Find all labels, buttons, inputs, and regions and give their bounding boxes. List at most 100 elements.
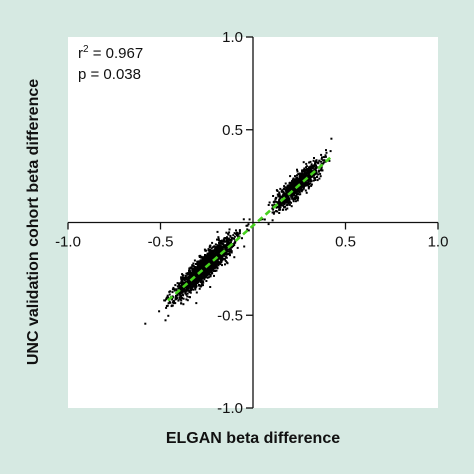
data-point bbox=[183, 279, 186, 281]
data-point bbox=[278, 195, 281, 198]
data-point bbox=[294, 185, 297, 188]
data-point bbox=[305, 173, 308, 176]
data-point bbox=[291, 197, 294, 200]
data-point bbox=[192, 279, 195, 282]
data-point bbox=[202, 284, 204, 287]
data-point bbox=[187, 285, 190, 288]
data-point bbox=[303, 171, 306, 173]
data-point bbox=[205, 280, 208, 282]
data-point bbox=[197, 260, 200, 263]
data-point bbox=[213, 264, 216, 267]
data-point bbox=[216, 244, 219, 247]
data-point bbox=[217, 257, 220, 260]
data-point bbox=[286, 207, 289, 210]
data-point bbox=[283, 206, 286, 208]
data-point bbox=[203, 267, 206, 269]
data-point bbox=[281, 189, 284, 192]
data-point bbox=[314, 161, 317, 163]
data-point bbox=[236, 246, 239, 249]
data-point bbox=[206, 252, 209, 255]
data-point bbox=[286, 185, 289, 188]
data-point bbox=[208, 266, 211, 269]
x-axis-title: ELGAN beta difference bbox=[166, 430, 340, 447]
data-point bbox=[217, 237, 220, 240]
data-point bbox=[178, 284, 181, 287]
data-point bbox=[185, 287, 188, 290]
data-point bbox=[315, 161, 318, 164]
data-point bbox=[192, 268, 195, 271]
data-point bbox=[194, 286, 197, 289]
data-point bbox=[182, 297, 185, 300]
data-point bbox=[165, 298, 168, 301]
data-point bbox=[200, 256, 203, 259]
data-point bbox=[325, 151, 328, 154]
data-point bbox=[295, 190, 298, 192]
data-point bbox=[241, 237, 243, 240]
data-point bbox=[306, 167, 309, 170]
data-point bbox=[232, 237, 235, 240]
data-point bbox=[188, 267, 191, 270]
data-point bbox=[275, 200, 278, 203]
data-point bbox=[286, 198, 289, 201]
data-point bbox=[297, 192, 299, 195]
data-point bbox=[174, 298, 177, 301]
data-point bbox=[188, 281, 191, 284]
data-point bbox=[187, 280, 190, 283]
data-point bbox=[201, 280, 203, 283]
data-point bbox=[305, 169, 308, 172]
data-point bbox=[204, 254, 206, 256]
data-point bbox=[305, 162, 308, 165]
data-point bbox=[191, 275, 194, 278]
data-point bbox=[206, 262, 209, 265]
data-point bbox=[324, 155, 327, 158]
data-point bbox=[298, 179, 301, 182]
data-point bbox=[288, 203, 291, 206]
data-point bbox=[278, 193, 281, 196]
data-point bbox=[309, 178, 312, 181]
data-point bbox=[310, 184, 313, 187]
data-point bbox=[234, 239, 237, 242]
data-point bbox=[303, 167, 306, 170]
data-point bbox=[285, 204, 288, 207]
data-point bbox=[166, 294, 169, 297]
data-point bbox=[186, 272, 189, 275]
data-point bbox=[247, 223, 250, 226]
data-point bbox=[315, 159, 318, 162]
data-point bbox=[195, 285, 198, 288]
data-point bbox=[292, 185, 295, 188]
data-point bbox=[228, 231, 231, 234]
data-point bbox=[305, 165, 308, 168]
data-point bbox=[209, 286, 212, 288]
data-point bbox=[216, 258, 219, 261]
data-point bbox=[215, 264, 218, 267]
data-point bbox=[204, 268, 207, 271]
data-point bbox=[292, 177, 295, 180]
data-point bbox=[308, 183, 310, 186]
data-point bbox=[301, 170, 304, 172]
data-point bbox=[309, 168, 312, 170]
data-point bbox=[200, 279, 203, 282]
data-point bbox=[222, 238, 225, 241]
data-point bbox=[318, 159, 321, 162]
data-point bbox=[183, 277, 185, 279]
data-point bbox=[301, 173, 304, 175]
data-point bbox=[319, 172, 322, 175]
data-point bbox=[314, 169, 317, 172]
data-point bbox=[230, 239, 233, 242]
regression-fit-line bbox=[167, 154, 334, 302]
data-point bbox=[233, 256, 236, 259]
data-point bbox=[318, 169, 321, 172]
data-point bbox=[319, 175, 322, 178]
data-point bbox=[235, 232, 237, 235]
data-point bbox=[225, 231, 228, 234]
data-point bbox=[217, 247, 220, 250]
data-point bbox=[190, 289, 192, 292]
data-point bbox=[330, 137, 333, 140]
data-point bbox=[275, 189, 278, 192]
data-point bbox=[313, 157, 315, 159]
data-point bbox=[189, 288, 192, 290]
data-point bbox=[236, 233, 239, 236]
data-point bbox=[188, 278, 191, 280]
data-point bbox=[180, 302, 183, 305]
data-point bbox=[282, 204, 285, 207]
